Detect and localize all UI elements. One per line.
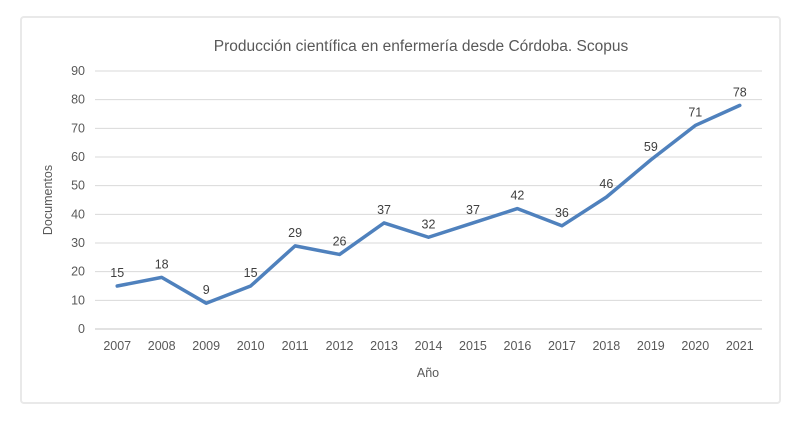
data-point-label: 37 <box>466 203 480 217</box>
y-axis-title: Documentos <box>41 165 55 235</box>
x-tick-label: 2011 <box>282 339 309 353</box>
y-tick-label: 10 <box>71 293 85 307</box>
y-tick-label: 50 <box>71 179 85 193</box>
data-point-label: 46 <box>599 177 613 191</box>
x-tick-label: 2019 <box>637 339 665 353</box>
data-point-label: 9 <box>203 283 210 297</box>
x-tick-label: 2018 <box>592 339 620 353</box>
x-axis-title: Año <box>417 366 439 380</box>
x-tick-label: 2010 <box>237 339 265 353</box>
data-point-label: 59 <box>644 140 658 154</box>
x-tick-label: 2014 <box>415 339 443 353</box>
x-tick-label: 2015 <box>459 339 487 353</box>
x-tick-label: 2017 <box>548 339 576 353</box>
y-tick-label: 40 <box>71 207 85 221</box>
x-tick-label: 2021 <box>726 339 754 353</box>
x-tick-label: 2007 <box>103 339 131 353</box>
data-point-label: 78 <box>733 85 747 99</box>
x-tick-label: 2012 <box>326 339 354 353</box>
y-tick-label: 90 <box>71 64 85 78</box>
series-layer <box>115 103 742 305</box>
x-tick-label: 2016 <box>504 339 532 353</box>
y-tick-label: 0 <box>78 322 85 336</box>
chart-frame: 0 10 20 30 40 50 60 70 80 90 2007 2008 2009 2010 2011 2… <box>20 16 781 404</box>
chart-title: Producción científica en enfermería desd… <box>214 38 629 55</box>
data-point-label: 42 <box>510 189 524 203</box>
gridlines-layer <box>95 70 762 330</box>
data-point-label: 18 <box>155 257 169 271</box>
data-point-label: 36 <box>555 206 569 220</box>
x-tick-label: 2009 <box>192 339 220 353</box>
data-point-label: 71 <box>688 105 702 119</box>
data-point-label: 15 <box>244 266 258 280</box>
series-line <box>115 103 742 305</box>
y-tick-label: 30 <box>71 236 85 250</box>
data-point-label: 37 <box>377 203 391 217</box>
labels-layer: 0 10 20 30 40 50 60 70 80 90 2007 2008 2009 2010 2011 2… <box>71 64 754 353</box>
x-tick-label: 2020 <box>681 339 709 353</box>
chart-canvas: 0 10 20 30 40 50 60 70 80 90 2007 2008 2009 2010 2011 2… <box>41 38 762 380</box>
data-point-label: 32 <box>422 217 436 231</box>
x-tick-label: 2008 <box>148 339 176 353</box>
y-tick-label: 20 <box>71 265 85 279</box>
y-tick-label: 80 <box>71 93 85 107</box>
data-point-label: 15 <box>110 266 124 280</box>
data-point-label: 29 <box>288 226 302 240</box>
x-tick-label: 2013 <box>370 339 398 353</box>
y-tick-label: 60 <box>71 150 85 164</box>
y-tick-label: 70 <box>71 121 85 135</box>
data-point-label: 26 <box>333 234 347 248</box>
